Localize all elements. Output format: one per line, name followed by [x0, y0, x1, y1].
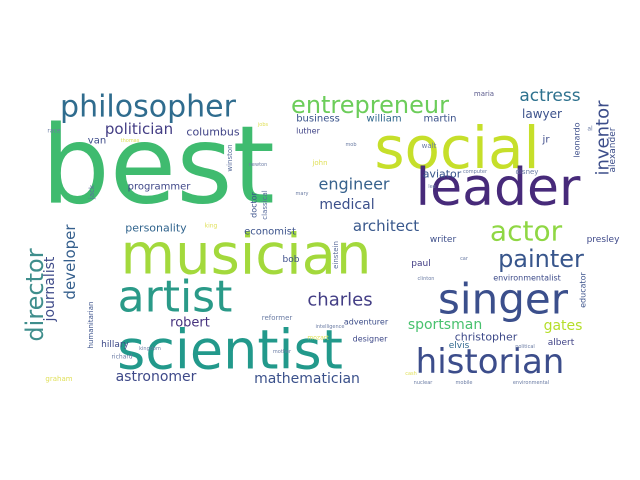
word-mary: mary	[296, 191, 309, 197]
word-aviator: aviator	[423, 168, 462, 181]
word-leader: leader	[416, 158, 581, 218]
word-jack: jack	[88, 184, 96, 200]
word-van: van	[88, 136, 106, 147]
word-politician: politician	[105, 120, 173, 138]
word-gates: gates	[544, 318, 583, 334]
word-elvis: elvis	[449, 341, 470, 351]
word-mathematician: mathematician	[254, 371, 360, 387]
word-robert: robert	[170, 316, 210, 331]
word-luther: luther	[296, 127, 320, 136]
word-educator: educator	[579, 271, 588, 307]
word-martin: martin	[423, 114, 456, 125]
word-graham: graham	[45, 375, 72, 383]
word-leonardo: leonardo	[573, 122, 582, 157]
word-maria: maria	[474, 90, 494, 98]
word-actress: actress	[519, 86, 580, 106]
word-nuclear: nuclear	[414, 380, 434, 386]
word-medical: medical	[319, 197, 374, 213]
word-humanitarian: humanitarian	[87, 302, 95, 349]
word-william: william	[366, 114, 401, 125]
word-entrepreneur: entrepreneur	[291, 91, 449, 119]
word-jobs: jobs	[257, 122, 269, 128]
word-mob: mob	[345, 142, 356, 148]
word-classical: classical	[261, 190, 269, 219]
word-astronomer: astronomer	[116, 369, 197, 385]
word-actor: actor	[490, 215, 563, 248]
word-environmental: environmental	[513, 380, 549, 386]
word-best: best	[41, 104, 275, 229]
word-charles: charles	[307, 290, 372, 311]
word-race: race	[47, 128, 60, 135]
word-bob: bob	[283, 255, 300, 265]
word-sportsman: sportsman	[408, 317, 482, 333]
word-singer: singer	[438, 275, 569, 324]
word-disney: disney	[516, 168, 539, 176]
word-clinton: clinton	[418, 276, 435, 282]
word-business: business	[296, 114, 340, 125]
word-developer: developer	[61, 224, 79, 300]
word-designer: designer	[353, 335, 388, 344]
word-paul: paul	[411, 259, 430, 269]
word-environmentalist: environmentalist	[493, 274, 561, 283]
word-walt: walt	[422, 142, 437, 150]
word-journalist: journalist	[42, 256, 58, 322]
word-musician: musician	[121, 223, 372, 288]
word-john: john	[311, 159, 327, 167]
word-columbus: columbus	[186, 126, 239, 139]
word-political: political	[515, 344, 535, 350]
word-philosopher: philosopher	[60, 90, 237, 125]
word-reformer: reformer	[262, 314, 293, 322]
word-al: al	[587, 126, 593, 133]
word-winston: winston	[226, 144, 234, 171]
word-cash: cash	[405, 371, 417, 377]
word-computer: computer	[463, 169, 488, 175]
word-mother: mother	[273, 349, 292, 355]
word-newton: newton	[249, 162, 268, 168]
word-inventor: inventor	[593, 100, 614, 176]
word-presley: presley	[587, 235, 620, 245]
word-programmer: programmer	[128, 182, 192, 193]
word-lawyer: lawyer	[522, 107, 562, 121]
word-thomas: thomas	[121, 138, 140, 144]
word-painter: painter	[498, 245, 584, 273]
word-scientist: scientist	[117, 319, 343, 382]
word-king: king	[205, 223, 218, 230]
word-engineer: engineer	[319, 175, 390, 194]
word-economist: economist	[244, 227, 296, 238]
word-car: car	[460, 256, 469, 262]
word-hillary: hillary	[101, 340, 129, 350]
word-alexander: alexander	[608, 127, 618, 172]
word-richard: richard	[111, 354, 132, 361]
word-christopher: christopher	[455, 331, 518, 344]
word-mobile: mobile	[456, 380, 473, 386]
word-director: director	[21, 248, 49, 341]
word-doctor: doctor	[250, 191, 259, 217]
word-albert: albert	[548, 338, 575, 348]
word-intelligence: intelligence	[315, 324, 344, 330]
word-historian: historian	[416, 342, 565, 382]
word-lee: lee	[428, 184, 436, 190]
word-mozart: mozart	[307, 335, 329, 342]
word-kingdom: kingdom	[139, 346, 161, 352]
word-jr: jr	[542, 135, 551, 146]
word-architect: architect	[353, 217, 419, 235]
word-social: social	[374, 114, 539, 182]
word-einstein: einstein	[332, 241, 340, 269]
word-personality: personality	[125, 222, 187, 235]
word-writer: writer	[430, 235, 457, 245]
word-artist: artist	[118, 272, 233, 323]
word-adventurer: adventurer	[344, 318, 389, 327]
